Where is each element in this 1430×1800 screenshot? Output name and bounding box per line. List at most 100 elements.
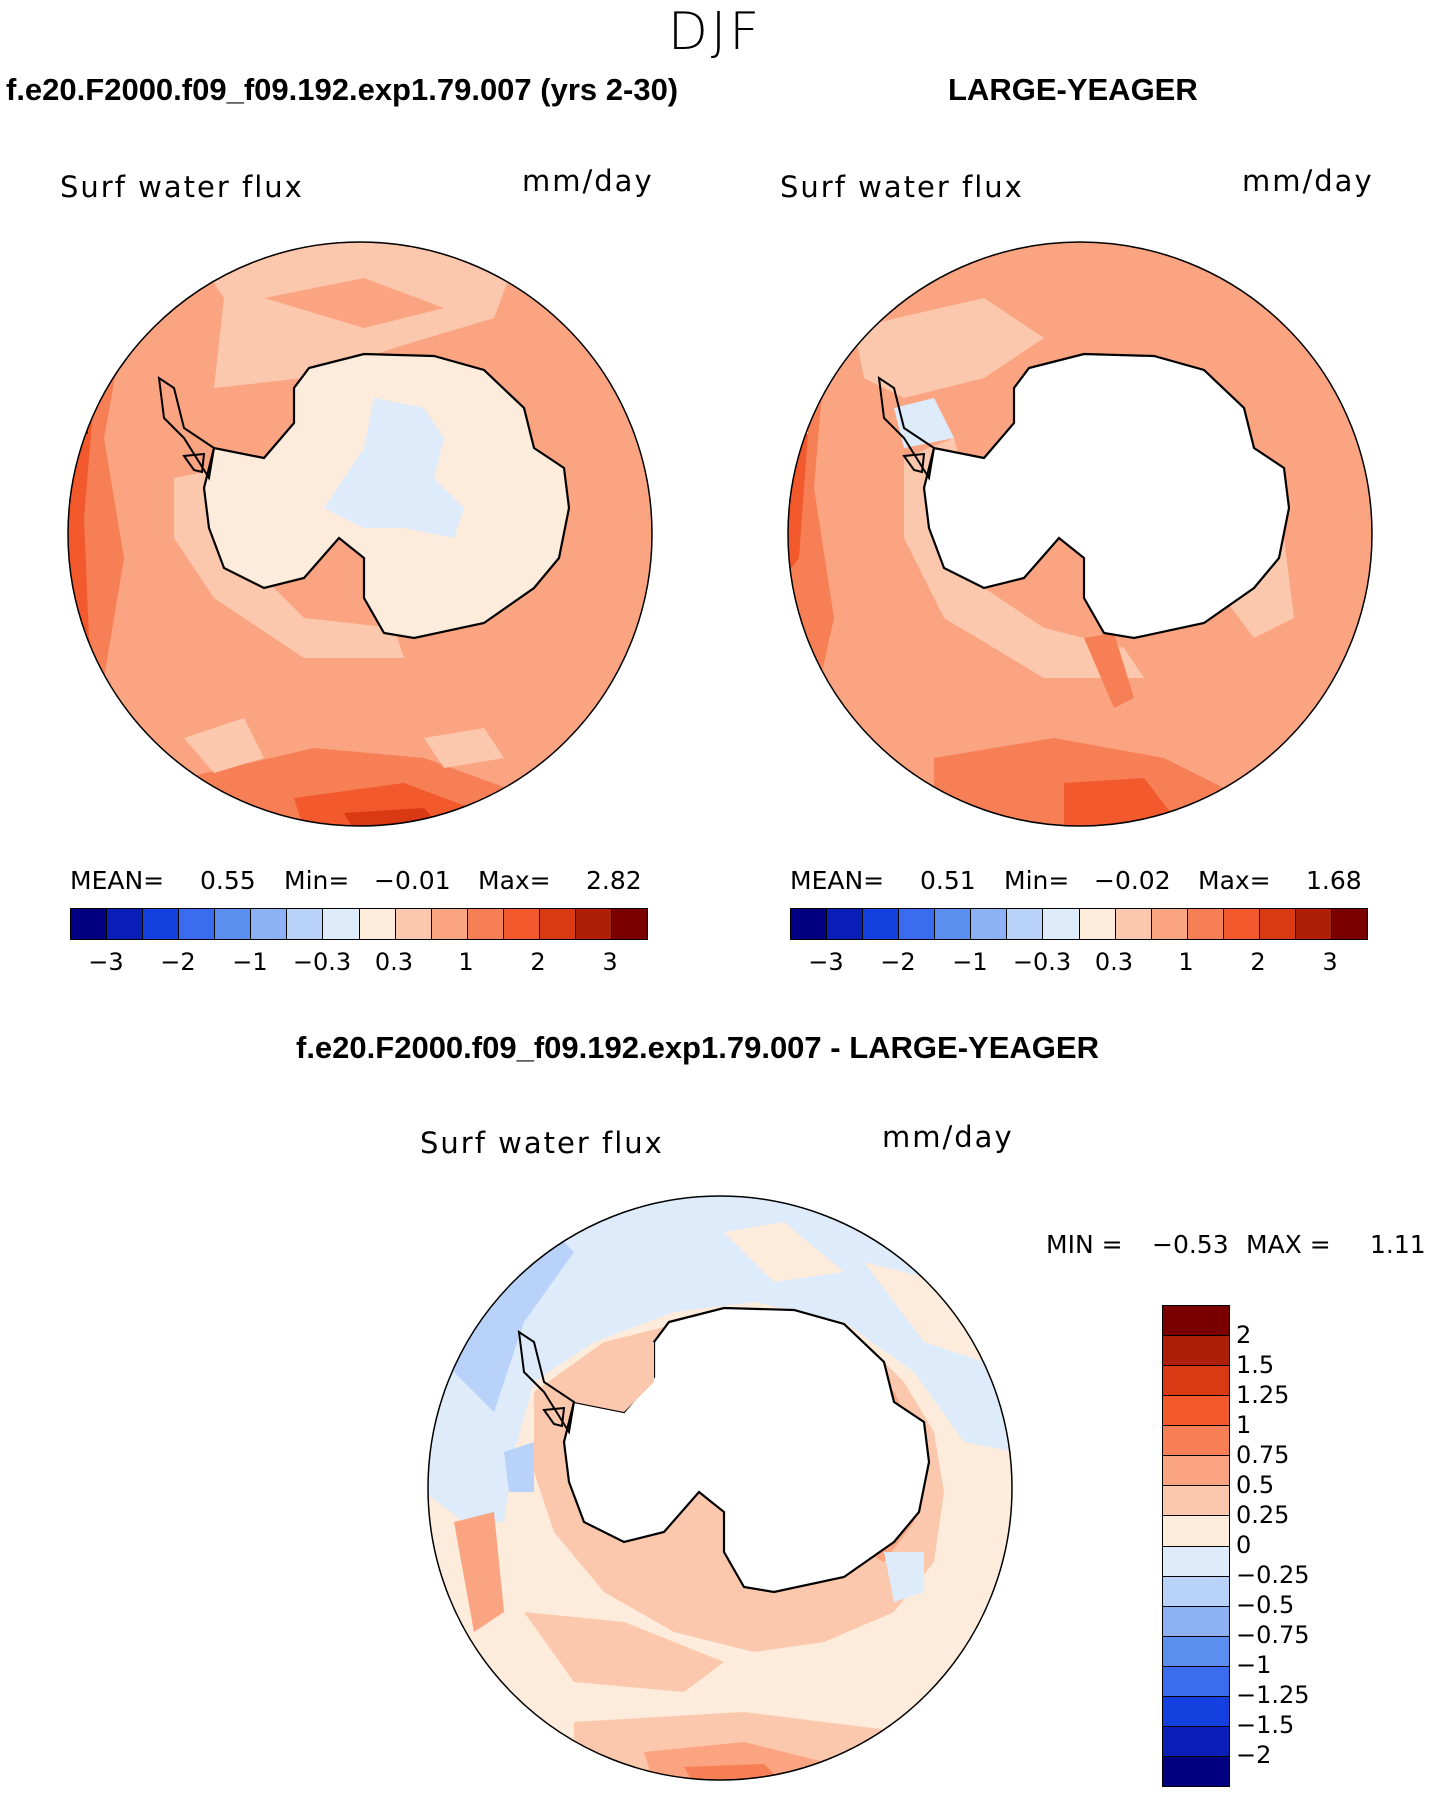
colorbar-swatch bbox=[467, 909, 504, 939]
obs-variable-label: Surf water flux bbox=[780, 170, 1024, 204]
colorbar-tick-label: 2 bbox=[1236, 1321, 1252, 1349]
colorbar-swatch bbox=[71, 909, 108, 939]
diff-colorbar-ticks: 2 1.5 1.25 1 0.75 0.5 0.25 0 −0.25 −0.5 −0.75 −1 −1.… bbox=[1236, 1305, 1326, 1785]
colorbar-swatch bbox=[1043, 909, 1080, 939]
obs-colorbar bbox=[790, 908, 1368, 940]
colorbar-tick-label: 2 bbox=[1250, 948, 1266, 976]
colorbar-swatch bbox=[323, 909, 360, 939]
colorbar-swatch bbox=[1151, 909, 1188, 939]
colorbar-tick-label: −0.75 bbox=[1236, 1621, 1310, 1649]
colorbar-swatch bbox=[1079, 909, 1116, 939]
colorbar-swatch bbox=[1295, 909, 1332, 939]
colorbar-tick-label: 0.3 bbox=[1094, 948, 1134, 976]
model-polar-map bbox=[67, 241, 653, 827]
obs-min-value: −0.02 bbox=[1094, 866, 1171, 895]
colorbar-swatch bbox=[287, 909, 324, 939]
colorbar-swatch bbox=[1163, 1486, 1229, 1517]
colorbar-tick-label: −0.25 bbox=[1236, 1561, 1310, 1589]
diff-min-label: MIN = bbox=[1046, 1230, 1123, 1259]
colorbar-tick-label: −1 bbox=[1236, 1651, 1272, 1679]
colorbar-tick-label: −3 bbox=[88, 948, 124, 976]
colorbar-tick-label: 0 bbox=[1236, 1531, 1252, 1559]
colorbar-swatch bbox=[1187, 909, 1224, 939]
colorbar-swatch bbox=[863, 909, 900, 939]
diff-units-label: mm/day bbox=[882, 1120, 1014, 1154]
diff-min-value: −0.53 bbox=[1152, 1230, 1229, 1259]
colorbar-tick-label: 1 bbox=[1178, 948, 1194, 976]
model-panel-title: f.e20.F2000.f09_f09.192.exp1.79.007 (yrs… bbox=[6, 72, 679, 107]
colorbar-swatch bbox=[1007, 909, 1044, 939]
colorbar-tick-label: −2 bbox=[1236, 1741, 1272, 1769]
obs-colorbar-ticks: −3 −2 −1 −0.3 0.3 1 2 3 bbox=[790, 948, 1366, 978]
model-colorbar-ticks: −3 −2 −1 −0.3 0.3 1 2 3 bbox=[70, 948, 646, 978]
colorbar-tick-label: 1.25 bbox=[1236, 1381, 1290, 1409]
colorbar-swatch bbox=[215, 909, 252, 939]
colorbar-swatch bbox=[1163, 1756, 1229, 1786]
colorbar-tick-label: −0.3 bbox=[1012, 948, 1072, 976]
colorbar-swatch bbox=[1331, 909, 1367, 939]
model-units-label: mm/day bbox=[522, 164, 654, 198]
colorbar-swatch bbox=[1163, 1726, 1229, 1757]
colorbar-swatch bbox=[791, 909, 828, 939]
season-title: DJF bbox=[667, 2, 763, 62]
colorbar-swatch bbox=[107, 909, 144, 939]
obs-polar-map bbox=[787, 241, 1373, 827]
colorbar-tick-label: −1.25 bbox=[1236, 1681, 1310, 1709]
model-max-label: Max= bbox=[478, 866, 551, 895]
colorbar-tick-label: −1 bbox=[952, 948, 988, 976]
obs-mean-label: MEAN= bbox=[790, 866, 885, 895]
colorbar-swatch bbox=[1259, 909, 1296, 939]
colorbar-tick-label: 1 bbox=[1236, 1411, 1252, 1439]
colorbar-tick-label: 1.5 bbox=[1236, 1351, 1275, 1379]
colorbar-swatch bbox=[1163, 1576, 1229, 1607]
colorbar-swatch bbox=[1163, 1666, 1229, 1697]
colorbar-swatch bbox=[827, 909, 864, 939]
colorbar-swatch bbox=[575, 909, 612, 939]
colorbar-swatch bbox=[1163, 1306, 1229, 1337]
colorbar-swatch bbox=[395, 909, 432, 939]
colorbar-swatch bbox=[935, 909, 972, 939]
colorbar-swatch bbox=[251, 909, 288, 939]
model-variable-label: Surf water flux bbox=[60, 170, 304, 204]
colorbar-tick-label: 3 bbox=[1322, 948, 1338, 976]
colorbar-tick-label: 0.3 bbox=[374, 948, 414, 976]
colorbar-swatch bbox=[1163, 1546, 1229, 1577]
colorbar-swatch bbox=[611, 909, 647, 939]
colorbar-swatch bbox=[1115, 909, 1152, 939]
model-mean-label: MEAN= bbox=[70, 866, 165, 895]
colorbar-swatch bbox=[431, 909, 468, 939]
colorbar-tick-label: −2 bbox=[880, 948, 916, 976]
colorbar-swatch bbox=[1223, 909, 1260, 939]
colorbar-swatch bbox=[971, 909, 1008, 939]
obs-mean-value: 0.51 bbox=[920, 866, 976, 895]
colorbar-tick-label: −0.3 bbox=[292, 948, 352, 976]
model-colorbar bbox=[70, 908, 648, 940]
colorbar-swatch bbox=[1163, 1336, 1229, 1367]
colorbar-tick-label: −2 bbox=[160, 948, 196, 976]
diff-variable-label: Surf water flux bbox=[420, 1126, 664, 1160]
colorbar-swatch bbox=[1163, 1396, 1229, 1427]
model-min-value: −0.01 bbox=[374, 866, 451, 895]
colorbar-tick-label: 1 bbox=[458, 948, 474, 976]
colorbar-tick-label: −0.5 bbox=[1236, 1591, 1295, 1619]
colorbar-swatch bbox=[1163, 1606, 1229, 1637]
model-mean-value: 0.55 bbox=[200, 866, 256, 895]
obs-min-label: Min= bbox=[1004, 866, 1070, 895]
colorbar-swatch bbox=[899, 909, 936, 939]
colorbar-tick-label: 0.5 bbox=[1236, 1471, 1275, 1499]
colorbar-swatch bbox=[143, 909, 180, 939]
diff-polar-map bbox=[427, 1195, 1013, 1781]
colorbar-swatch bbox=[1163, 1456, 1229, 1487]
colorbar-tick-label: 0.25 bbox=[1236, 1501, 1290, 1529]
diff-max-label: MAX = bbox=[1246, 1230, 1331, 1259]
obs-max-value: 1.68 bbox=[1306, 866, 1362, 895]
colorbar-swatch bbox=[179, 909, 216, 939]
colorbar-swatch bbox=[1163, 1696, 1229, 1727]
colorbar-swatch bbox=[1163, 1516, 1229, 1547]
colorbar-tick-label: −1.5 bbox=[1236, 1711, 1295, 1739]
obs-max-label: Max= bbox=[1198, 866, 1271, 895]
obs-units-label: mm/day bbox=[1242, 164, 1374, 198]
colorbar-swatch bbox=[359, 909, 396, 939]
model-max-value: 2.82 bbox=[586, 866, 642, 895]
colorbar-swatch bbox=[539, 909, 576, 939]
